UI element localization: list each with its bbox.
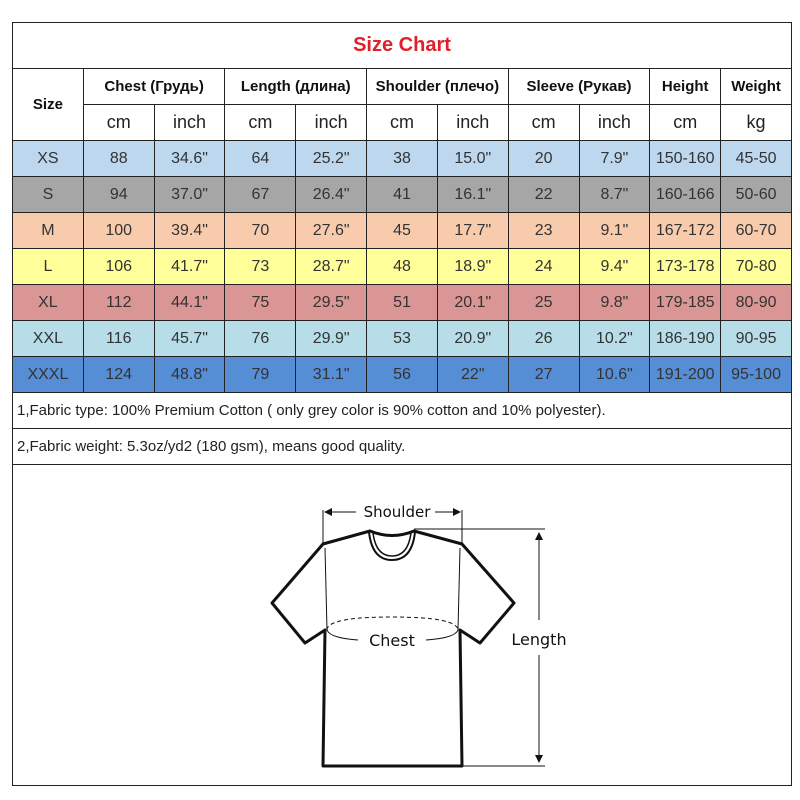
unit-header: inch <box>578 104 651 141</box>
chart-title: Size Chart <box>12 22 792 69</box>
value-cell: 70 <box>224 212 297 249</box>
unit-header: cm <box>366 104 438 141</box>
value-cell: 95-100 <box>720 356 792 393</box>
table-row: XXXL 124 48.8" 79 31.1" 56 22" 27 10.6" 191-200 95… <box>12 356 792 393</box>
unit-header: inch <box>436 104 509 141</box>
table-row: XS 88 34.6" 64 25.2" 38 15.0" 20 7.9" 150-160 45-5… <box>12 140 792 177</box>
tshirt-outline <box>270 529 516 768</box>
value-cell: 44.1" <box>153 284 226 321</box>
value-cell: 51 <box>366 284 438 321</box>
column-group-header: Length (длина) <box>224 68 368 105</box>
size-chart-table: Size Chart Size Chest (Грудь) Length (дли… <box>12 22 792 786</box>
value-cell: 191-200 <box>649 356 722 393</box>
value-cell: 9.8" <box>578 284 651 321</box>
value-cell: 45.7" <box>153 320 226 357</box>
size-cell: XL <box>12 284 84 321</box>
value-cell: 173-178 <box>649 248 722 285</box>
value-cell: 41 <box>366 176 438 213</box>
value-cell: 9.4" <box>578 248 651 285</box>
table-row: XL 112 44.1" 75 29.5" 51 20.1" 25 9.8" 179-185 80-… <box>12 284 792 321</box>
size-cell: S <box>12 176 84 213</box>
size-cell: L <box>12 248 84 285</box>
chest-ellipse <box>326 616 459 631</box>
value-cell: 17.7" <box>436 212 509 249</box>
value-cell: 124 <box>82 356 155 393</box>
value-cell: 64 <box>224 140 297 177</box>
value-cell: 100 <box>82 212 155 249</box>
value-cell: 80-90 <box>720 284 792 321</box>
value-cell: 53 <box>366 320 438 357</box>
length-label: Length <box>511 630 566 649</box>
unit-header: cm <box>224 104 297 141</box>
value-cell: 45 <box>366 212 438 249</box>
value-cell: 88 <box>82 140 155 177</box>
column-group-header: Weight <box>720 68 792 105</box>
value-cell: 20 <box>507 140 580 177</box>
value-cell: 10.2" <box>578 320 651 357</box>
size-cell: XXXL <box>12 356 84 393</box>
value-cell: 20.9" <box>436 320 509 357</box>
value-cell: 70-80 <box>720 248 792 285</box>
value-cell: 18.9" <box>436 248 509 285</box>
unit-header: cm <box>649 104 722 141</box>
value-cell: 41.7" <box>153 248 226 285</box>
collar <box>368 531 416 562</box>
value-cell: 75 <box>224 284 297 321</box>
value-cell: 27 <box>507 356 580 393</box>
value-cell: 29.5" <box>295 284 368 321</box>
unit-header: cm <box>82 104 155 141</box>
value-cell: 26.4" <box>295 176 368 213</box>
value-cell: 29.9" <box>295 320 368 357</box>
value-cell: 116 <box>82 320 155 357</box>
value-cell: 45-50 <box>720 140 792 177</box>
value-cell: 7.9" <box>578 140 651 177</box>
value-cell: 79 <box>224 356 297 393</box>
value-cell: 25 <box>507 284 580 321</box>
value-cell: 90-95 <box>720 320 792 357</box>
size-cell: XXL <box>12 320 84 357</box>
value-cell: 60-70 <box>720 212 792 249</box>
size-cell: M <box>12 212 84 249</box>
column-group-header: Height <box>649 68 722 105</box>
value-cell: 25.2" <box>295 140 368 177</box>
value-cell: 28.7" <box>295 248 368 285</box>
value-cell: 150-160 <box>649 140 722 177</box>
chest-label: Chest <box>369 631 415 650</box>
value-cell: 20.1" <box>436 284 509 321</box>
value-cell: 22 <box>507 176 580 213</box>
table-row: L 106 41.7" 73 28.7" 48 18.9" 24 9.4" 173-178 70-8… <box>12 248 792 285</box>
unit-header: cm <box>507 104 580 141</box>
value-cell: 50-60 <box>720 176 792 213</box>
value-cell: 22" <box>436 356 509 393</box>
table-row: XXL 116 45.7" 76 29.9" 53 20.9" 26 10.2" 186-190 9… <box>12 320 792 357</box>
table-row: M 100 39.4" 70 27.6" 45 17.7" 23 9.1" 167-172 60-7… <box>12 212 792 249</box>
value-cell: 167-172 <box>649 212 722 249</box>
size-header: Size <box>12 68 84 141</box>
note-fabric-type: 1,Fabric type: 100% Premium Cotton ( onl… <box>12 392 792 429</box>
value-cell: 27.6" <box>295 212 368 249</box>
value-cell: 186-190 <box>649 320 722 357</box>
value-cell: 160-166 <box>649 176 722 213</box>
unit-header: inch <box>153 104 226 141</box>
value-cell: 24 <box>507 248 580 285</box>
value-cell: 73 <box>224 248 297 285</box>
value-cell: 10.6" <box>578 356 651 393</box>
shoulder-label: Shoulder <box>364 503 432 521</box>
column-group-header: Shoulder (плечо) <box>366 68 509 105</box>
unit-header: inch <box>295 104 368 141</box>
